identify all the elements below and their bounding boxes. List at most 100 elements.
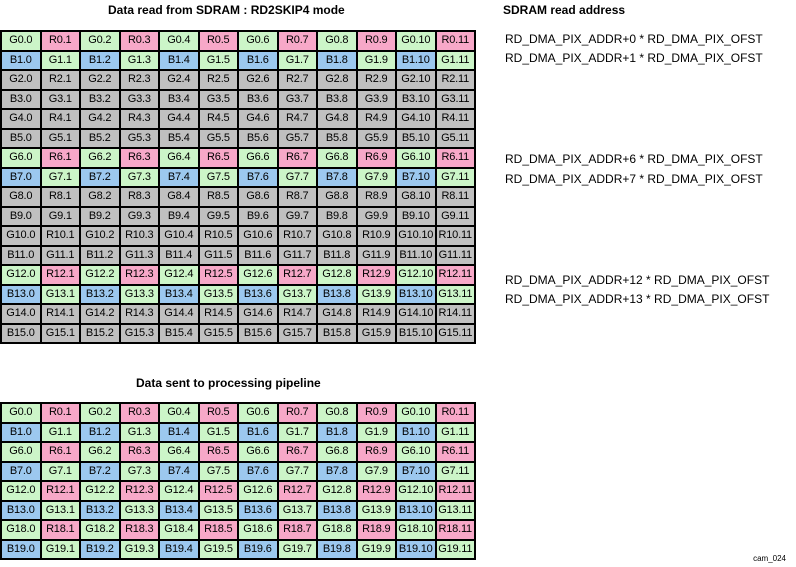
pixel-cell: B13.0 [0, 283, 40, 303]
pixel-cell: R6.3 [118, 441, 158, 461]
pixel-cell: G15.11 [434, 322, 474, 342]
pixel-cell: G13.3 [118, 499, 158, 519]
pixel-cell: G6.4 [158, 147, 198, 167]
pixel-cell: R6.3 [118, 147, 158, 167]
pixel-cell: G4.4 [158, 108, 198, 128]
pixel-cell: G10.2 [79, 225, 119, 245]
pixel-cell: R18.9 [355, 519, 395, 539]
pixel-cell: R6.5 [197, 441, 237, 461]
pixel-cell: R12.5 [197, 264, 237, 284]
pixel-cell: B1.2 [79, 421, 119, 441]
pixel-cell: G11.3 [118, 244, 158, 264]
pixel-cell: R2.9 [355, 69, 395, 89]
pixel-cell: G0.8 [316, 402, 356, 422]
pixel-cell: G2.2 [79, 69, 119, 89]
pixel-cell: G18.4 [158, 519, 198, 539]
pixel-cell: G2.0 [0, 69, 40, 89]
pixel-cell: B19.2 [79, 538, 119, 558]
pixel-cell: G6.4 [158, 441, 198, 461]
pixel-cell: G13.1 [39, 283, 79, 303]
pixel-cell: G0.8 [316, 30, 356, 50]
pixel-cell: B3.10 [395, 88, 435, 108]
pixel-cell: G12.2 [79, 480, 119, 500]
pixel-cell: R0.9 [355, 30, 395, 50]
pixel-cell: G12.8 [316, 264, 356, 284]
pixel-cell: B5.4 [158, 127, 198, 147]
pixel-cell: G7.1 [39, 166, 79, 186]
pixel-cell: G13.1 [39, 499, 79, 519]
pixel-cell: G8.4 [158, 186, 198, 206]
pixel-cell: G9.7 [276, 205, 316, 225]
pixel-cell: G4.2 [79, 108, 119, 128]
pixel-cell: R10.7 [276, 225, 316, 245]
pixel-cell: G6.0 [0, 441, 40, 461]
pixel-cell: R0.7 [276, 402, 316, 422]
pixel-cell: B5.2 [79, 127, 119, 147]
pixel-cell: G19.5 [197, 538, 237, 558]
pixel-cell: B19.6 [237, 538, 277, 558]
pixel-cell: G7.11 [434, 166, 474, 186]
pixel-cell: G7.3 [118, 166, 158, 186]
pixel-cell: R0.1 [39, 30, 79, 50]
pixel-cell: G9.5 [197, 205, 237, 225]
pixel-cell: B11.0 [0, 244, 40, 264]
pixel-cell: G4.8 [316, 108, 356, 128]
pixel-cell: G10.6 [237, 225, 277, 245]
pipeline-pixel-grid: G0.0 R0.1 G0.2 R0.3 G0.4 R0.5 G0.6 R0.7 G0.8 R0.9… [0, 402, 476, 560]
pixel-cell: G5.5 [197, 127, 237, 147]
pixel-cell: R10.9 [355, 225, 395, 245]
pixel-cell: R6.1 [39, 147, 79, 167]
pixel-cell: B3.2 [79, 88, 119, 108]
pixel-cell: G8.2 [79, 186, 119, 206]
pixel-cell: G6.8 [316, 441, 356, 461]
pixel-cell: R0.7 [276, 30, 316, 50]
pixel-cell: G18.2 [79, 519, 119, 539]
pixel-cell: G10.0 [0, 225, 40, 245]
pixel-cell: B7.8 [316, 166, 356, 186]
pixel-cell: G14.0 [0, 303, 40, 323]
pixel-cell: G8.0 [0, 186, 40, 206]
pixel-cell: B13.10 [395, 499, 435, 519]
pixel-cell: R4.7 [276, 108, 316, 128]
pixel-cell: R6.11 [434, 441, 474, 461]
pixel-cell: G1.5 [197, 421, 237, 441]
pixel-cell: G1.5 [197, 49, 237, 69]
pixel-cell: B9.0 [0, 205, 40, 225]
pixel-cell: R2.5 [197, 69, 237, 89]
pixel-cell: G13.11 [434, 499, 474, 519]
pixel-cell: B5.0 [0, 127, 40, 147]
pixel-cell: R18.7 [276, 519, 316, 539]
pixel-cell: G0.2 [79, 402, 119, 422]
pixel-cell: G10.8 [316, 225, 356, 245]
pixel-cell: G5.7 [276, 127, 316, 147]
pixel-cell: R10.3 [118, 225, 158, 245]
pixel-cell: G14.8 [316, 303, 356, 323]
pixel-cell: G10.10 [395, 225, 435, 245]
pixel-cell: G4.10 [395, 108, 435, 128]
pixel-cell: B7.0 [0, 460, 40, 480]
pixel-cell: G12.6 [237, 480, 277, 500]
pixel-cell: B1.4 [158, 49, 198, 69]
pixel-cell: G1.9 [355, 421, 395, 441]
pixel-cell: G18.8 [316, 519, 356, 539]
sdram-read-title: Data read from SDRAM : RD2SKIP4 mode [108, 3, 345, 17]
pixel-cell: B1.0 [0, 421, 40, 441]
pixel-cell: R12.3 [118, 480, 158, 500]
pixel-cell: R6.11 [434, 147, 474, 167]
pixel-cell: G11.7 [276, 244, 316, 264]
pixel-cell: R12.11 [434, 480, 474, 500]
pixel-cell: R6.1 [39, 441, 79, 461]
pixel-cell: G11.5 [197, 244, 237, 264]
pixel-cell: B5.10 [395, 127, 435, 147]
pixel-cell: B7.8 [316, 460, 356, 480]
pixel-cell: R6.7 [276, 441, 316, 461]
pixel-cell: B13.2 [79, 283, 119, 303]
pixel-cell: B15.6 [237, 322, 277, 342]
pixel-cell: B7.0 [0, 166, 40, 186]
pixel-cell: G9.9 [355, 205, 395, 225]
pixel-cell: B7.6 [237, 166, 277, 186]
pixel-cell: G7.11 [434, 460, 474, 480]
pixel-cell: G13.9 [355, 499, 395, 519]
pixel-cell: G18.6 [237, 519, 277, 539]
pixel-cell: B7.4 [158, 460, 198, 480]
